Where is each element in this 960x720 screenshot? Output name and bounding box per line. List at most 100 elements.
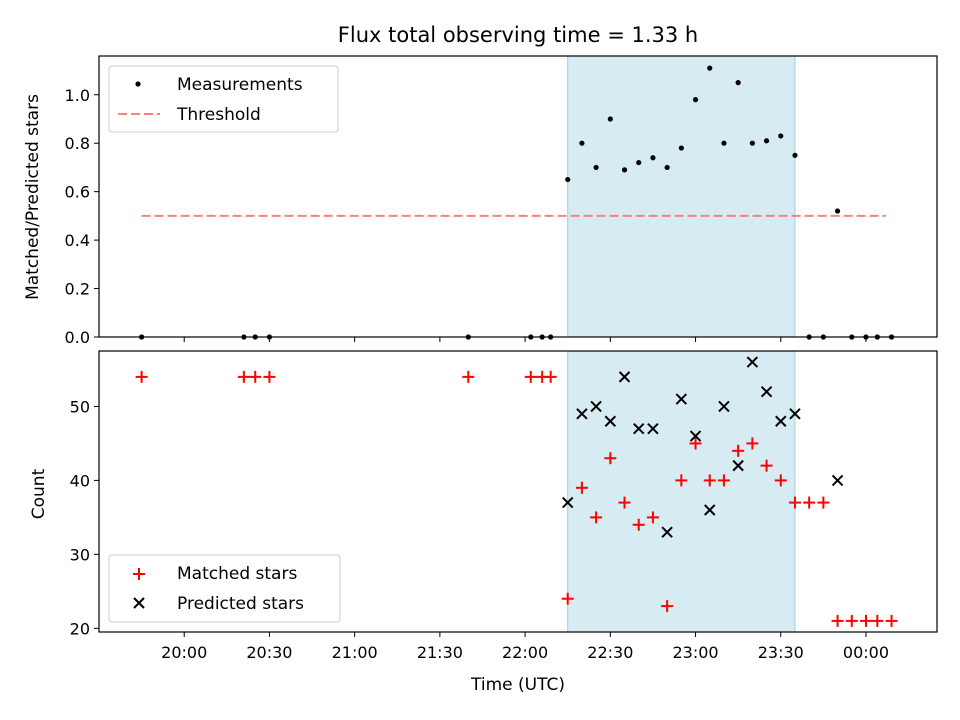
x-tick-label: 23:00 xyxy=(672,643,718,662)
legend-predicted-label: Predicted stars xyxy=(177,594,304,614)
matched-star-point xyxy=(590,511,603,524)
predicted-star-point xyxy=(704,504,716,516)
matched-star-point xyxy=(885,614,898,627)
x-tick-label: 00:00 xyxy=(843,643,889,662)
predicted-star-point xyxy=(562,496,574,509)
matched-star-point xyxy=(717,474,730,487)
matched-star-point xyxy=(774,474,787,487)
matched-star-point xyxy=(831,614,844,627)
top-y-tick-label: 0.8 xyxy=(65,134,90,153)
measurement-point xyxy=(735,80,741,86)
chart-title: Flux total observing time = 1.33 h xyxy=(338,23,698,47)
x-tick-label: 20:30 xyxy=(246,643,292,662)
matched-star-point xyxy=(788,496,801,509)
matched-star-point xyxy=(845,614,858,627)
x-tick-label: 23:30 xyxy=(758,643,804,662)
bottom-y-axis-ticks: 20 30 40 50 xyxy=(70,397,99,638)
measurement-point xyxy=(650,155,656,161)
matched-star-point xyxy=(604,452,617,465)
measurement-point xyxy=(749,140,755,146)
x-tick-label: 22:30 xyxy=(587,643,633,662)
bottom-y-tick-label: 40 xyxy=(70,471,90,490)
measurement-point xyxy=(621,167,628,173)
matched-star-point xyxy=(675,474,688,487)
x-tick-label: 20:00 xyxy=(161,643,207,662)
matched-star-point xyxy=(703,474,716,487)
top-highlight-span xyxy=(567,55,796,338)
predicted-star-point xyxy=(718,400,730,413)
matched-star-point xyxy=(561,592,574,605)
predicted-star-point xyxy=(732,459,744,472)
matched-star-point xyxy=(689,437,702,450)
predicted-star-point xyxy=(675,393,688,405)
matched-star-point xyxy=(646,511,659,524)
bottom-y-tick-label: 20 xyxy=(70,619,90,638)
bottom-y-axis-label: Count xyxy=(29,468,49,519)
legend-predicted-marker xyxy=(133,597,145,609)
measurement-point xyxy=(565,176,571,183)
predicted-star-point xyxy=(661,526,673,538)
matched-star-point xyxy=(760,459,773,472)
legend-measurements-label: Measurements xyxy=(177,75,303,95)
predicted-star-point xyxy=(746,356,759,368)
matched-star-point xyxy=(135,370,148,383)
measurement-point xyxy=(664,164,670,171)
matched-stars-points xyxy=(135,370,898,627)
matched-star-point xyxy=(618,496,631,509)
measurement-point xyxy=(792,152,798,158)
measurement-point xyxy=(778,133,784,139)
legend-matched-marker xyxy=(133,568,145,580)
predicted-star-point xyxy=(618,371,631,383)
measurement-point xyxy=(692,97,699,103)
x-axis-label: Time (UTC) xyxy=(470,675,565,695)
legend-threshold-label: Threshold xyxy=(176,105,261,125)
matched-star-point xyxy=(632,518,645,531)
predicted-star-point xyxy=(760,385,773,398)
top-y-tick-label: 1.0 xyxy=(65,86,90,105)
measurement-point xyxy=(834,208,841,214)
top-y-axis-ticks: 0.0 0.2 0.4 0.6 0.8 1.0 xyxy=(65,86,99,347)
bottom-x-axis-ticks: 20:00 20:30 21:00 21:30 22:00 22:30 23:00 23:30… xyxy=(161,632,889,662)
matched-star-point xyxy=(263,370,276,383)
bottom-y-tick-label: 50 xyxy=(70,397,90,416)
matched-star-point xyxy=(237,370,250,383)
top-y-axis-label: Matched/Predicted stars xyxy=(23,94,43,300)
top-axes-frame xyxy=(98,55,938,338)
predicted-star-point xyxy=(689,430,702,442)
measurement-point xyxy=(678,145,684,151)
bottom-legend-box xyxy=(108,554,341,623)
matched-star-point xyxy=(462,370,475,383)
x-tick-label: 21:30 xyxy=(417,643,463,662)
predicted-stars-points xyxy=(562,356,844,538)
top-x-axis-ticks xyxy=(183,337,867,342)
measurement-point xyxy=(636,159,642,166)
matched-star-point xyxy=(575,481,588,494)
predicted-star-point xyxy=(604,415,617,427)
top-y-tick-label: 0.6 xyxy=(65,183,90,202)
predicted-star-point xyxy=(775,415,787,427)
top-panel: Flux total observing time = 1.33 h 0.00.… xyxy=(23,23,938,347)
predicted-star-point xyxy=(789,408,801,420)
matched-star-point xyxy=(859,614,872,627)
matched-star-point xyxy=(732,444,745,457)
measurement-point xyxy=(607,116,613,122)
predicted-star-point xyxy=(576,408,588,420)
bottom-y-tick-label: 30 xyxy=(70,545,90,564)
measurement-point xyxy=(593,164,599,171)
predicted-star-point xyxy=(647,422,659,435)
top-legend: Measurements Threshold xyxy=(108,65,339,133)
measurement-point xyxy=(763,138,770,144)
matched-star-point xyxy=(249,370,262,383)
matched-star-point xyxy=(803,496,816,509)
matched-star-point xyxy=(817,496,830,509)
predicted-star-point xyxy=(831,474,844,487)
legend-measurements-marker xyxy=(135,81,141,87)
x-tick-label: 21:00 xyxy=(332,643,378,662)
bottom-axes-frame xyxy=(98,350,938,633)
bottom-legend: Matched stars Predicted stars xyxy=(108,554,341,623)
matched-star-point xyxy=(661,600,674,613)
matched-star-point xyxy=(871,614,884,627)
legend-matched-label: Matched stars xyxy=(177,564,297,584)
